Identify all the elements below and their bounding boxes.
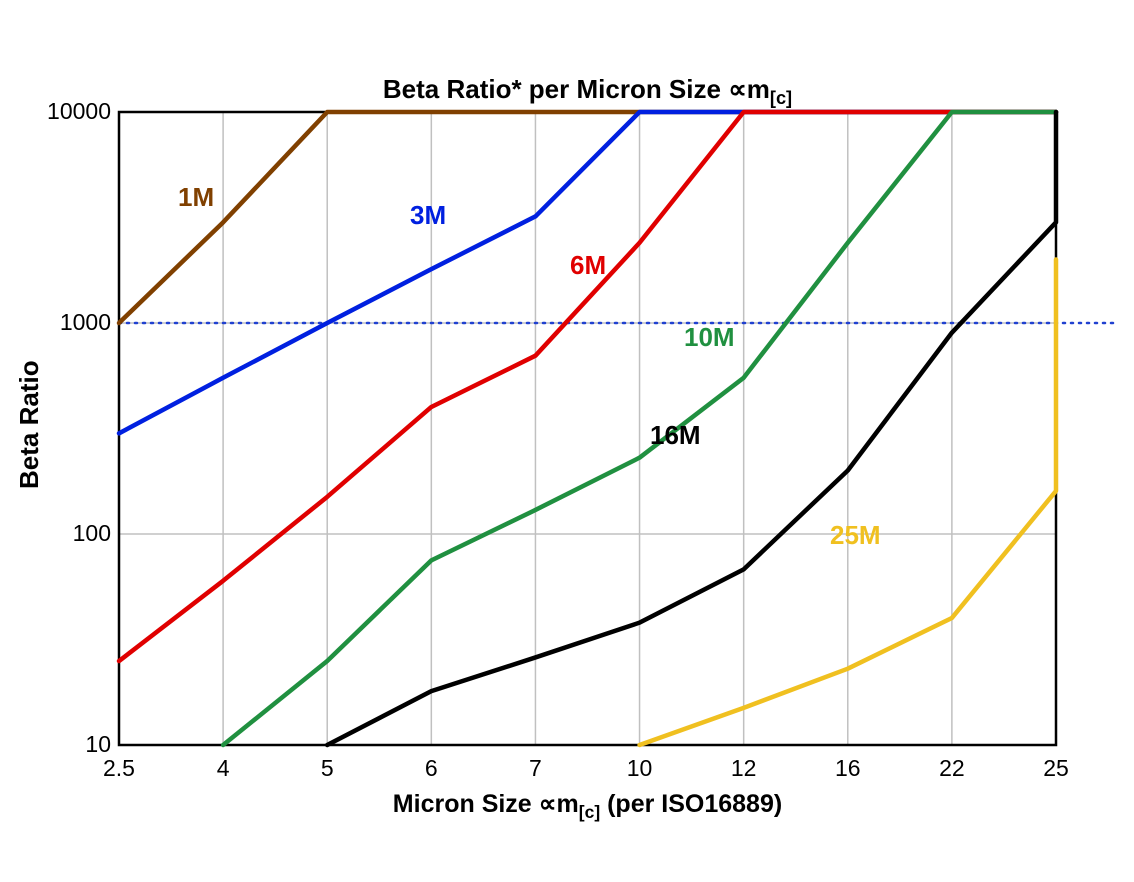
series-label-3M: 3M: [410, 200, 446, 231]
y-tick-label: 10: [85, 731, 111, 758]
x-tick-label: 5: [297, 755, 357, 782]
chart-svg: [0, 0, 1134, 882]
chart-title: Beta Ratio* per Micron Size ∝m[c]: [119, 74, 1056, 109]
title-text: Beta Ratio* per Micron Size: [383, 74, 728, 104]
x-tick-label: 4: [193, 755, 253, 782]
y-axis-label: Beta Ratio: [14, 360, 45, 489]
x-tick-label: 22: [922, 755, 982, 782]
title-sub: [c]: [770, 88, 792, 108]
xlabel-sym: ∝m: [539, 790, 579, 818]
series-label-16M: 16M: [650, 420, 701, 451]
xlabel-sub: [c]: [579, 802, 600, 822]
series-label-25M: 25M: [830, 520, 881, 551]
x-tick-label: 6: [401, 755, 461, 782]
x-tick-label: 25: [1026, 755, 1086, 782]
x-tick-label: 10: [610, 755, 670, 782]
series-label-10M: 10M: [684, 322, 735, 353]
series-label-1M: 1M: [178, 182, 214, 213]
series-label-6M: 6M: [570, 250, 606, 281]
x-tick-label: 2.5: [89, 755, 149, 782]
beta-ratio-chart: Beta Ratio* per Micron Size ∝m[c] Micron…: [0, 0, 1134, 882]
x-axis-label: Micron Size ∝m[c] (per ISO16889): [119, 789, 1056, 823]
title-sym: ∝m: [728, 74, 770, 104]
xlabel-post: (per ISO16889): [600, 790, 782, 818]
y-tick-label: 10000: [47, 98, 111, 125]
x-tick-label: 12: [714, 755, 774, 782]
xlabel-pre: Micron Size: [393, 790, 539, 818]
y-tick-label: 1000: [60, 309, 111, 336]
x-tick-label: 7: [505, 755, 565, 782]
x-tick-label: 16: [818, 755, 878, 782]
y-tick-label: 100: [73, 520, 111, 547]
